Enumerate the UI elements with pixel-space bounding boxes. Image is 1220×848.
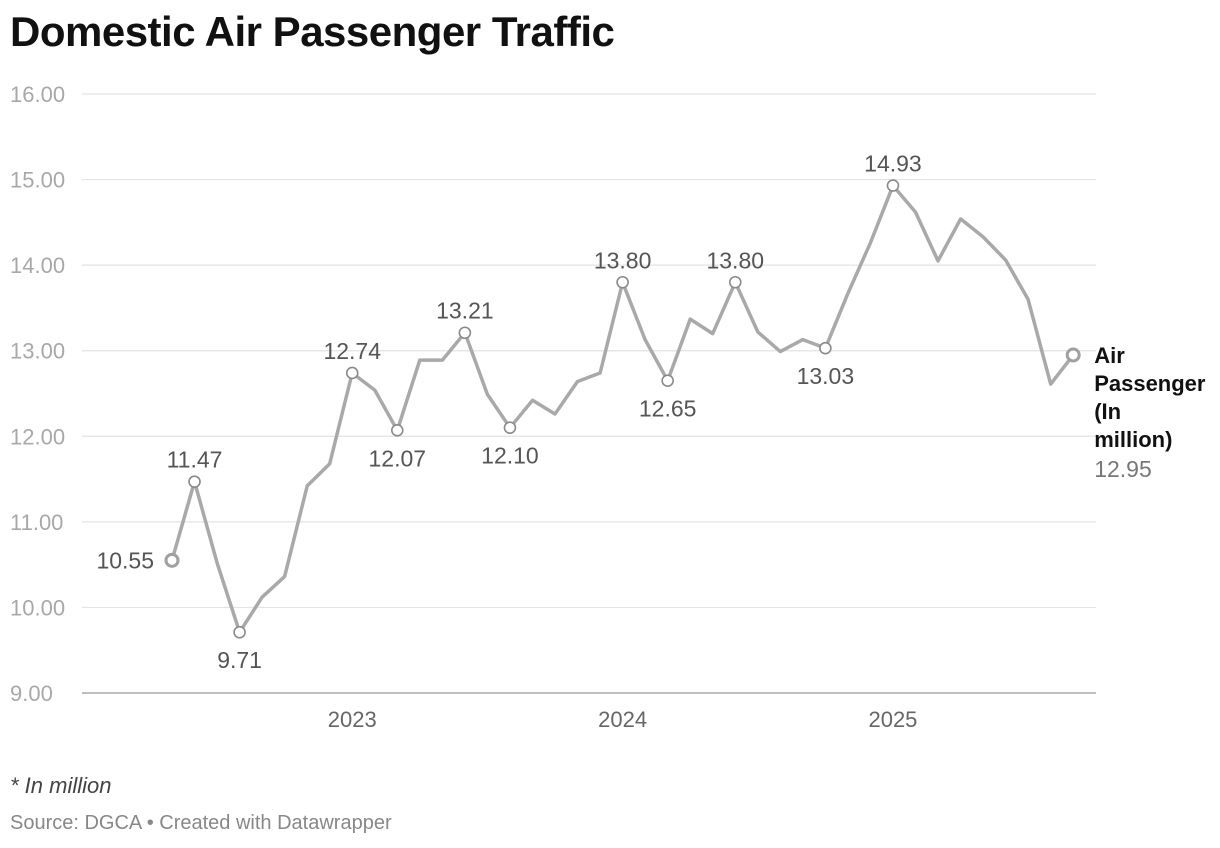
x-tick-label: 2025 xyxy=(868,707,917,732)
data-point-marker xyxy=(188,475,201,488)
x-tick-label: 2024 xyxy=(598,707,647,732)
data-point-marker xyxy=(1065,347,1081,363)
data-labels: 10.55 11.47 9.71 12.74 12.07 13.21 12.10 13.80 1… xyxy=(96,151,1205,674)
y-tick-label: 14.00 xyxy=(10,253,65,278)
data-label: 14.93 xyxy=(864,151,922,177)
y-tick-label: 10.00 xyxy=(10,595,65,620)
data-label: 12.65 xyxy=(639,396,697,422)
data-label: 12.74 xyxy=(323,338,381,364)
footnote: * In million xyxy=(10,773,112,798)
data-label: 13.80 xyxy=(594,247,652,273)
y-tick-label: 15.00 xyxy=(10,168,65,193)
data-point-marker xyxy=(819,341,832,355)
data-point-marker xyxy=(616,275,629,289)
x-tick-label: 2023 xyxy=(328,707,377,732)
data-point-marker xyxy=(503,421,517,435)
data-point-marker xyxy=(661,374,674,387)
series-name-label: Air Passenger (In million) xyxy=(1094,343,1206,452)
gridlines xyxy=(82,93,1096,694)
data-label: 10.55 xyxy=(96,547,154,573)
y-tick-label: 12.00 xyxy=(10,424,65,449)
data-label: 13.21 xyxy=(436,298,494,324)
data-point-marker xyxy=(390,423,404,437)
source-note: Source: DGCA • Created with Datawrapper xyxy=(10,812,392,834)
data-label: 9.71 xyxy=(217,647,262,673)
y-axis: 9.00 10.00 11.00 12.00 13.00 14.00 15.00 16.00 xyxy=(10,82,65,706)
data-label: 13.80 xyxy=(706,247,764,273)
data-point-marker xyxy=(164,552,180,568)
data-label: 11.47 xyxy=(167,447,223,473)
data-label: 12.10 xyxy=(481,443,539,469)
data-point-marker xyxy=(886,179,900,192)
data-point-marker xyxy=(345,366,359,380)
series-last-value: 12.95 xyxy=(1094,456,1152,482)
y-tick-label: 11.00 xyxy=(10,510,63,535)
data-point-marker xyxy=(458,326,472,340)
data-point-marker xyxy=(233,625,246,639)
data-point-marker xyxy=(728,275,742,289)
y-tick-label: 13.00 xyxy=(10,339,65,364)
data-label: 13.03 xyxy=(797,363,855,389)
chart-title: Domestic Air Passenger Traffic xyxy=(10,8,615,55)
x-axis: 2023 2024 2025 xyxy=(328,707,918,732)
data-label: 12.07 xyxy=(369,445,427,471)
y-tick-label: 9.00 xyxy=(10,681,53,706)
y-tick-label: 16.00 xyxy=(10,82,65,107)
